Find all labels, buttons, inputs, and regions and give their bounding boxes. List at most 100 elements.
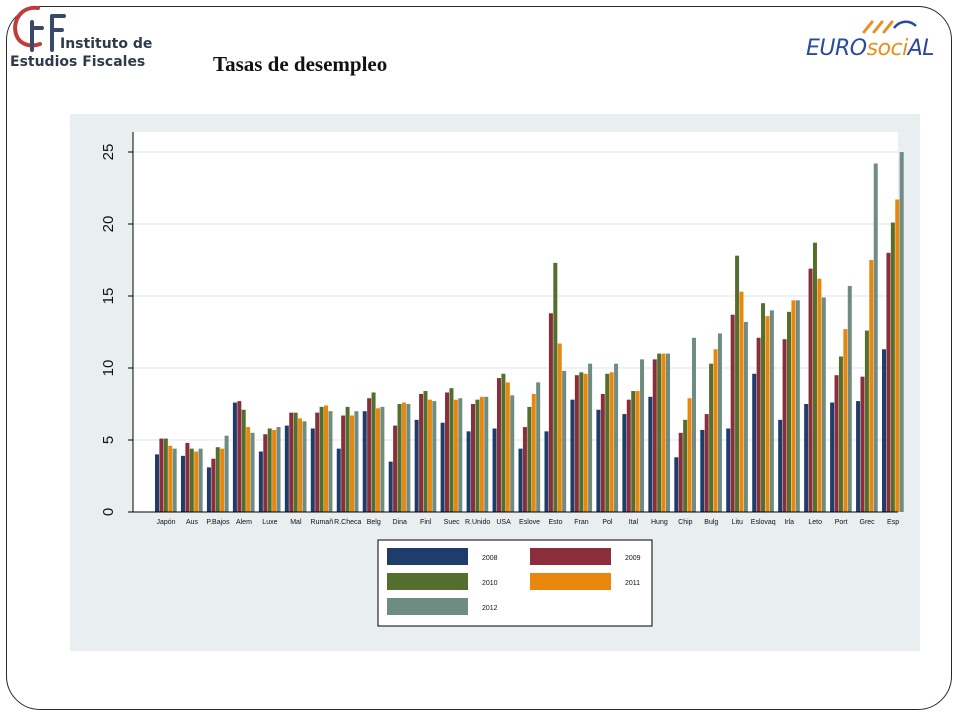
bar [302,421,307,512]
x-tick-label: Leto [808,519,822,526]
bar [743,321,748,512]
bar [631,391,636,512]
bar [652,359,657,512]
bar [600,393,605,512]
bar [232,402,237,512]
bar [258,451,263,512]
bar [795,300,800,512]
bar [739,291,744,512]
bar [475,399,480,512]
ief-logo-line1: Instituto de [60,36,153,52]
eurosocial-logo-text: EUROsociAL [806,36,935,61]
bar [237,401,242,512]
bar [336,448,341,512]
x-tick-label: Chip [678,519,693,526]
bar [864,330,869,512]
x-tick-label: Japón [157,519,176,526]
bar [553,262,558,512]
bar [453,399,458,512]
bar [163,438,168,512]
bar [626,399,631,512]
x-tick-label: Mal [290,519,302,526]
bar [362,411,367,512]
x-tick-label: Finl [420,519,432,526]
bar [860,376,865,512]
y-tick-label: 20 [100,216,117,233]
eurosocial-logo-part3: AL [907,36,935,61]
y-tick-label: 15 [100,288,117,305]
bar [250,432,255,512]
bar [536,382,541,512]
bar [198,448,203,512]
ief-logo-line2: Estudios Fiscales [10,54,146,70]
x-tick-label: Esto [549,519,563,526]
bar [263,434,268,512]
bar [804,404,809,512]
bar [730,314,735,512]
x-tick-label: Port [835,519,848,526]
bar [185,442,190,512]
bar [440,422,445,512]
bar [471,404,476,512]
bar [847,285,852,512]
ief-logo-mark [13,5,66,52]
bar [445,392,450,512]
bar [752,373,757,512]
eurosocial-logo-mark [862,20,917,34]
bar [458,398,463,512]
bar [289,412,294,512]
eurosocial-logo-part1: EURO [806,36,867,61]
unemployment-chart: 0 5 10 15 20 25 Japón Aus P.Bajos Alem Luxe Mal Ruma… [70,114,920,651]
x-tick-label: Eslovaq [751,519,776,526]
bar [648,396,653,512]
bar [657,353,662,512]
x-tick-label: Grec [860,519,876,526]
bar [419,393,424,512]
bar [215,447,220,512]
bar [527,406,532,512]
bar [501,373,506,512]
bar [315,412,320,512]
bar [640,359,645,512]
bar [635,391,640,512]
bar [756,337,761,512]
x-tick-label: Aus [186,519,199,526]
bar [709,363,714,512]
axes: 0 5 10 15 20 25 Japón Aus P.Bajos Alem Luxe Mal Ruma… [100,132,899,526]
x-tick-label: Dina [393,519,408,526]
y-tick-label: 5 [100,436,117,444]
bar [272,429,277,512]
legend-label: 2010 [482,580,498,587]
y-tick-label: 10 [100,360,117,377]
x-tick-label: R.Unido [465,519,490,526]
bar [492,428,497,512]
bar [782,339,787,512]
bar [596,409,601,512]
x-tick-label: Bulg [704,519,718,526]
chart-svg: 0 5 10 15 20 25 Japón Aus P.Bajos Alem Luxe Mal Ruma… [70,114,920,651]
bar [397,404,402,512]
bar [414,419,419,512]
x-tick-label: Suec [444,519,460,526]
bar [479,396,484,512]
y-tick-label: 0 [100,508,117,516]
bar [522,427,527,512]
x-tick-label: Belg [367,519,381,526]
bar [293,412,298,512]
bar [388,461,393,512]
bar [531,393,536,512]
legend-swatch [387,573,468,590]
bar [544,431,549,512]
bar [284,425,289,512]
bar [354,411,359,512]
bar [583,373,588,512]
bar [505,382,510,512]
bar [765,316,770,512]
bar [838,356,843,512]
bar [423,391,428,512]
bar [345,406,350,512]
slide-title: Tasas de desempleo [213,52,388,76]
bar [812,242,817,512]
bar [380,406,385,512]
bar [683,419,688,512]
